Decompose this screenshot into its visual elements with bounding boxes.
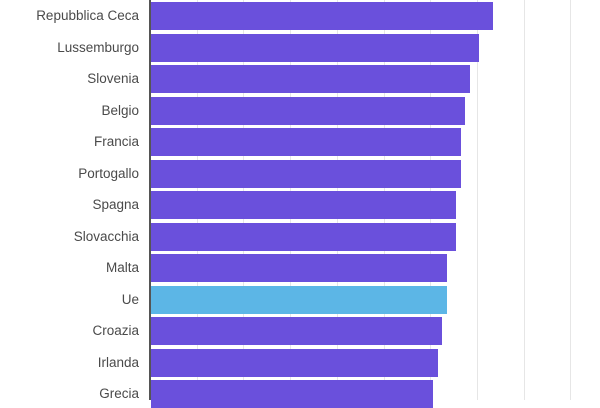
highlight-bar xyxy=(151,285,447,314)
bar xyxy=(151,222,456,251)
bar xyxy=(151,33,479,62)
category-label: Lussemburgo xyxy=(57,39,139,55)
category-label: Francia xyxy=(93,134,139,149)
bar xyxy=(151,191,456,219)
category-label: Malta xyxy=(105,260,139,275)
bar xyxy=(151,254,447,282)
bar-row: Repubblica Ceca xyxy=(0,2,600,30)
bar-row: Irlanda xyxy=(0,348,600,377)
bar-row: Francia xyxy=(0,128,600,156)
bar-row: Lussemburgo xyxy=(0,33,600,62)
gridline xyxy=(523,0,525,400)
bar xyxy=(151,380,433,408)
category-label: Grecia xyxy=(99,386,139,401)
category-label: Slovacchia xyxy=(73,228,139,244)
y-axis-line xyxy=(149,0,151,400)
category-label: Repubblica Ceca xyxy=(36,8,139,23)
gridline xyxy=(476,0,478,400)
bar-row: Croazia xyxy=(0,317,600,345)
bar-row: Grecia xyxy=(0,380,600,408)
category-label: Belgio xyxy=(101,102,139,118)
category-label: Portogallo xyxy=(78,165,139,181)
bar-row: Belgio xyxy=(0,96,600,125)
bar xyxy=(151,65,470,93)
bar xyxy=(151,348,439,377)
bar xyxy=(151,128,462,156)
bar xyxy=(151,159,462,188)
bar-row: Slovenia xyxy=(0,65,600,93)
bar xyxy=(151,2,493,30)
bar xyxy=(151,96,466,125)
bar-row: Spagna xyxy=(0,191,600,219)
category-label: Croazia xyxy=(92,323,139,338)
bar-row: Slovacchia xyxy=(0,222,600,251)
bar-row: Malta xyxy=(0,254,600,282)
gridline xyxy=(570,0,572,400)
category-label: Irlanda xyxy=(97,354,139,370)
bar-row: Portogallo xyxy=(0,159,600,188)
category-label: Spagna xyxy=(92,197,139,212)
category-label: Slovenia xyxy=(87,71,139,86)
category-label: Ue xyxy=(121,291,139,307)
bar xyxy=(151,317,442,345)
bar-row: Ue xyxy=(0,285,600,314)
